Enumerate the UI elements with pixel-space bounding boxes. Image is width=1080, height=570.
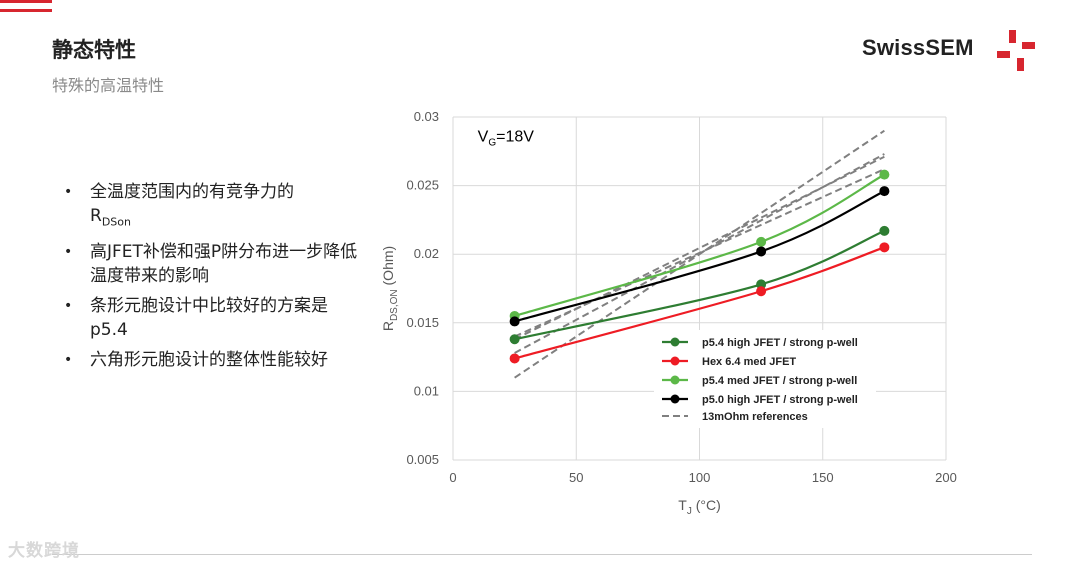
series-line bbox=[514, 229, 885, 341]
legend-swatch-marker bbox=[670, 337, 680, 347]
data-point bbox=[509, 316, 520, 327]
legend-swatch-marker bbox=[670, 356, 680, 366]
x-axis-label-main: T bbox=[678, 497, 687, 513]
data-point bbox=[509, 334, 520, 345]
top-accent-bars bbox=[0, 0, 52, 14]
bullet-text: 条形元胞设计中比较好的方案是p5.4 bbox=[90, 296, 328, 341]
data-point bbox=[509, 353, 520, 364]
chart-annotation-main: V bbox=[478, 129, 489, 146]
series-line bbox=[514, 173, 885, 317]
y-tick-label: 0.02 bbox=[414, 246, 439, 261]
bullet-rds-symbol: R bbox=[90, 206, 102, 226]
x-axis-label-rest: (°C) bbox=[692, 497, 721, 513]
legend-background bbox=[654, 330, 876, 428]
x-tick-label: 200 bbox=[935, 470, 957, 485]
reference-line bbox=[514, 168, 885, 338]
data-point bbox=[756, 236, 767, 247]
data-point bbox=[879, 186, 890, 197]
legend-label: Hex 6.4 med JFET bbox=[702, 356, 796, 368]
data-point bbox=[756, 286, 767, 297]
brand-name: SwissSEM bbox=[862, 35, 974, 60]
y-tick-label: 0.01 bbox=[414, 383, 439, 398]
legend-swatch-marker bbox=[670, 394, 680, 404]
page-subtitle: 特殊的高温特性 bbox=[52, 76, 165, 95]
data-point bbox=[756, 279, 767, 290]
y-tick-label: 0.005 bbox=[406, 452, 439, 467]
x-tick-label: 100 bbox=[689, 470, 711, 485]
footer-divider bbox=[52, 554, 1032, 555]
brand-logo: SwissSEM bbox=[862, 28, 1042, 72]
x-tick-label: 0 bbox=[449, 470, 456, 485]
y-tick-label: 0.025 bbox=[406, 178, 439, 193]
y-tick-label: 0.015 bbox=[406, 315, 439, 330]
series-line bbox=[514, 190, 885, 323]
bullet-item: 条形元胞设计中比较好的方案是p5.4 bbox=[64, 294, 364, 342]
legend-label: p5.4 high JFET / strong p-well bbox=[702, 337, 858, 349]
bullet-list: 全温度范围内的有竞争力的 RDSon 高JFET补偿和强P阱分布进一步降低温度带… bbox=[64, 180, 364, 378]
rdson-temperature-chart: 0 50 100 150 200 0.005 0.01 0.015 0.02 0.025 0.03 T… bbox=[380, 109, 957, 517]
chart-annotation-rest: =18V bbox=[496, 129, 534, 146]
bullet-text: 六角形元胞设计的整体性能较好 bbox=[90, 350, 328, 371]
legend-label: p5.4 med JFET / strong p-well bbox=[702, 375, 857, 387]
y-axis-label: RDS,ON (Ohm) bbox=[380, 246, 400, 331]
bullet-text: 全温度范围内的有竞争力的 bbox=[90, 182, 294, 202]
legend-label: p5.0 high JFET / strong p-well bbox=[702, 394, 858, 406]
data-point bbox=[879, 225, 890, 236]
swiss-cross-logo-icon bbox=[997, 30, 1035, 71]
bullet-item: 六角形元胞设计的整体性能较好 bbox=[64, 348, 364, 372]
bullet-text: 高JFET补偿和强P阱分布进一步降低温度带来的影响 bbox=[90, 242, 358, 287]
y-axis-label-rest: (Ohm) bbox=[380, 246, 396, 290]
legend-label: 13mOhm references bbox=[702, 411, 808, 423]
series-line bbox=[514, 246, 885, 360]
data-point bbox=[879, 242, 890, 253]
bullet-item: 全温度范围内的有竞争力的 RDSon bbox=[64, 180, 364, 234]
legend-swatch-marker bbox=[670, 375, 680, 385]
y-tick-label: 0.03 bbox=[414, 109, 439, 124]
data-point bbox=[756, 246, 767, 257]
page-title: 静态特性 bbox=[52, 38, 136, 62]
watermark: 大数跨境 bbox=[8, 541, 80, 561]
y-axis-label-sub: DS,ON bbox=[389, 289, 400, 321]
x-axis-label: TJ (°C) bbox=[678, 497, 721, 517]
x-tick-label: 50 bbox=[569, 470, 583, 485]
bullet-item: 高JFET补偿和强P阱分布进一步降低温度带来的影响 bbox=[64, 240, 364, 288]
chart-annotation-sub: G bbox=[488, 138, 496, 149]
chart-annotation: VG=18V bbox=[478, 129, 535, 149]
data-point bbox=[879, 169, 890, 180]
y-axis-label-main: R bbox=[380, 321, 396, 331]
x-tick-label: 150 bbox=[812, 470, 834, 485]
x-axis-label-sub: J bbox=[687, 506, 692, 517]
bullet-rds-subscript: DSon bbox=[101, 215, 131, 229]
